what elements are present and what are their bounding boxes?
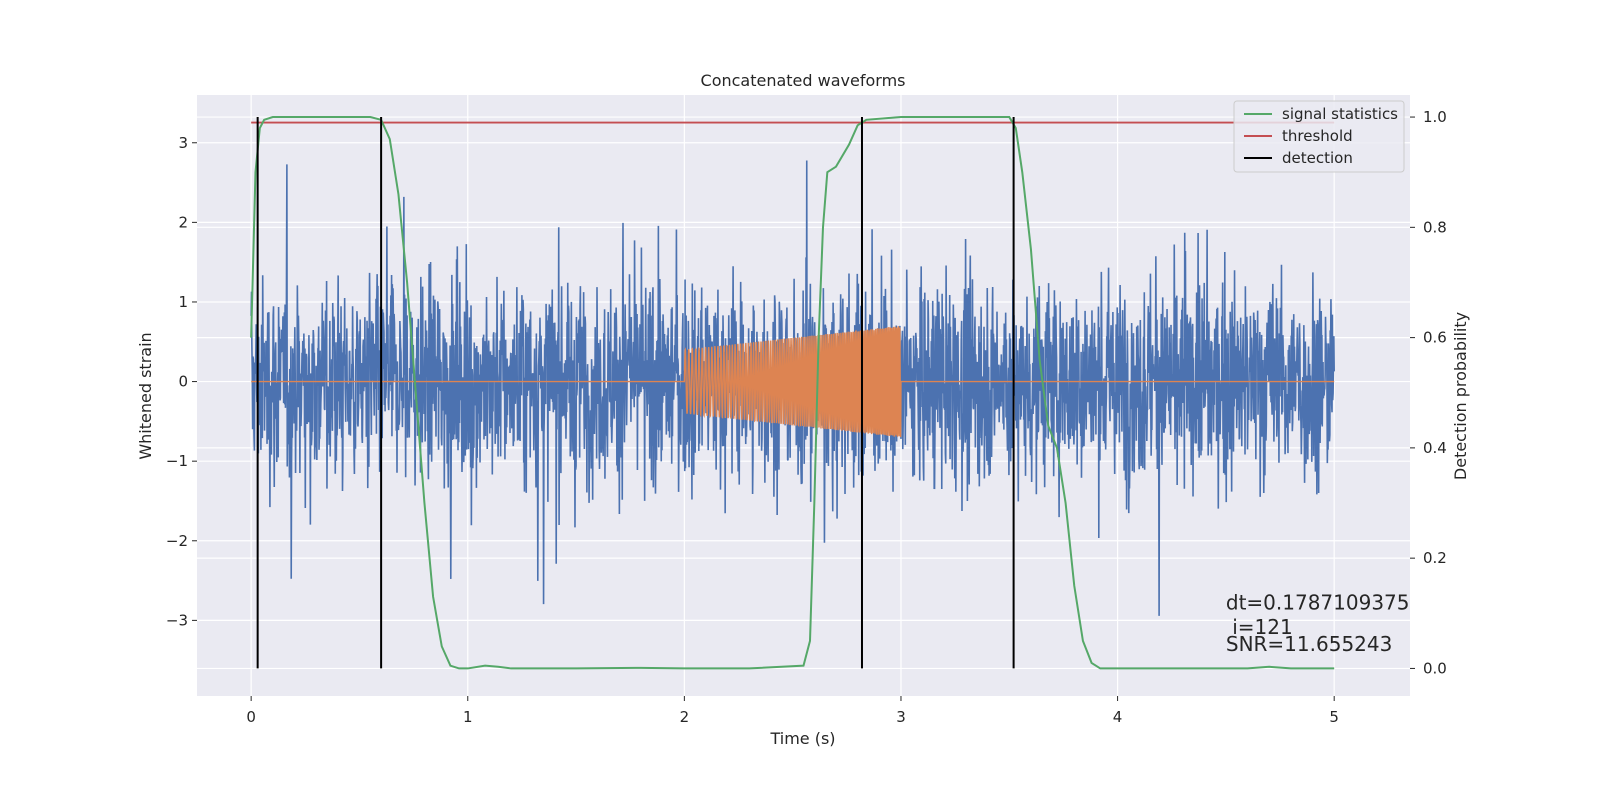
annotation-snr: SNR=11.655243 [1226,632,1392,656]
y-tick-label-0: −3 [166,611,188,629]
y-tick-label-6: 3 [178,134,188,152]
legend-label-detection: detection [1282,149,1353,167]
legend: signal statistics threshold detection [1233,100,1405,173]
x-axis-title: Time (s) [769,729,835,748]
y-tick-label-1: −2 [166,532,188,550]
signal-statistics-line [250,116,1335,670]
y-axis-title: Whitened strain [136,332,155,459]
y-right-tick-label-0: 0.0 [1423,659,1447,677]
legend-frame [1233,100,1405,173]
chart-title: Concatenated waveforms [701,71,906,90]
annotation-dt: dt=0.1787109375 [1226,590,1410,614]
y-right-tick-label-4: 0.8 [1423,218,1447,236]
y-right-tick-label-2: 0.4 [1423,439,1447,457]
y-right-tick-label-5: 1.0 [1423,108,1447,126]
x-tick-label-4: 4 [1113,708,1123,726]
y-axis-right-title: Detection probability [1451,312,1470,480]
x-tick-label-3: 3 [896,708,906,726]
axes: 0 1 2 3 4 5 −3 −2 −1 0 1 2 3 0.0 0.2 0.4 0.6 0.8 1.0 [166,108,1447,726]
y-tick-label-3: 0 [178,373,188,391]
y-tick-label-5: 2 [178,213,188,231]
x-tick-label-0: 0 [246,708,256,726]
y-tick-label-2: −1 [166,452,188,470]
y-tick-label-4: 1 [178,293,188,311]
plot-content [250,116,1335,670]
y-right-tick-label-3: 0.6 [1423,329,1447,347]
legend-label-signal-statistics: signal statistics [1282,105,1398,123]
legend-label-threshold: threshold [1282,127,1353,145]
y-right-tick-label-1: 0.2 [1423,549,1447,567]
x-tick-label-5: 5 [1329,708,1339,726]
x-tick-label-2: 2 [680,708,690,726]
x-tick-label-1: 1 [463,708,473,726]
template-series [251,326,1335,438]
annotation-i: i=121 [1226,615,1293,639]
